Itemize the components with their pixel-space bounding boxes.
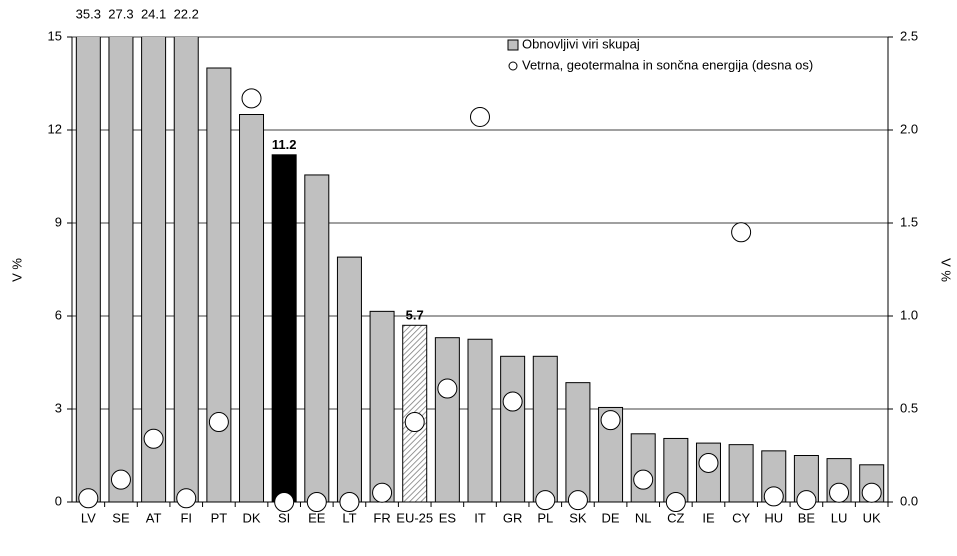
x-tick-label: IE <box>702 510 715 525</box>
scatter-point <box>78 488 99 509</box>
x-tick-label: SK <box>569 510 587 525</box>
scatter-point <box>731 222 752 243</box>
scatter-point <box>796 490 817 511</box>
scatter-point <box>535 490 556 511</box>
scatter-point <box>306 492 327 512</box>
bar <box>336 256 362 503</box>
x-tick-label: LT <box>342 510 356 525</box>
bar <box>141 37 167 503</box>
y-tick-label: 12 <box>48 121 62 136</box>
scatter-point <box>274 492 295 512</box>
bar <box>108 37 134 503</box>
scatter-point <box>861 482 882 503</box>
scatter-point <box>372 482 393 503</box>
scatter-point <box>208 412 229 433</box>
legend-label: Vetrna, geotermalna in sončna energija (… <box>522 57 813 72</box>
y2-axis-label: V % <box>939 258 954 282</box>
x-tick-label: DK <box>242 510 260 525</box>
x-tick-label: PT <box>211 510 228 525</box>
bar <box>467 338 493 503</box>
scatter-point <box>665 492 686 512</box>
scatter-point <box>470 106 490 127</box>
x-tick-label: EU-25 <box>396 510 433 525</box>
y2-tick-label: 2.0 <box>900 121 918 136</box>
value-label: 11.2 <box>272 137 297 152</box>
value-label: 22.2 <box>174 6 199 21</box>
x-tick-label: GR <box>503 510 523 525</box>
x-tick-label: LU <box>831 510 848 525</box>
scatter-point <box>404 412 425 433</box>
y2-tick-label: 1.0 <box>900 307 918 322</box>
bar <box>75 37 101 503</box>
plot-area <box>75 37 885 503</box>
scatter-point <box>143 428 164 449</box>
bar <box>173 37 199 503</box>
x-tick-label: CZ <box>667 510 684 525</box>
y-tick-label: 0 <box>55 493 62 508</box>
bar <box>663 437 689 503</box>
x-tick-label: FR <box>373 510 390 525</box>
x-tick-label: NL <box>635 510 652 525</box>
bar <box>532 355 558 503</box>
x-tick-label: IT <box>474 510 486 525</box>
scatter-point <box>437 378 458 399</box>
scatter-point <box>241 88 262 109</box>
x-tick-label: SE <box>112 510 130 525</box>
bar <box>369 310 395 503</box>
scatter-point <box>110 469 131 490</box>
scatter-point <box>633 469 654 490</box>
x-tick-label: AT <box>146 510 162 525</box>
scatter-point <box>502 391 523 412</box>
y-tick-label: 3 <box>55 400 62 415</box>
x-tick-label: HU <box>764 510 783 525</box>
scatter-point <box>829 482 850 503</box>
x-tick-label: UK <box>863 510 881 525</box>
x-tick-label: DE <box>602 510 620 525</box>
bar <box>630 433 656 503</box>
y2-tick-label: 1.5 <box>900 214 918 229</box>
bar <box>728 444 754 503</box>
x-tick-label: CY <box>732 510 750 525</box>
value-label: 27.3 <box>108 6 133 21</box>
value-label: 35.3 <box>76 6 101 21</box>
bar <box>402 324 428 503</box>
x-tick-label: ES <box>439 510 457 525</box>
y2-tick-label: 0.5 <box>900 400 918 415</box>
bar <box>434 337 460 503</box>
legend-swatch <box>507 39 519 51</box>
legend-label: Obnovljivi viri skupaj <box>522 36 640 51</box>
bar <box>271 154 297 503</box>
scatter-point <box>176 488 197 509</box>
scatter-point <box>567 490 588 511</box>
scatter-point <box>339 492 360 512</box>
bar <box>304 174 330 503</box>
y-axis-label: V % <box>9 258 24 282</box>
y-tick-label: 6 <box>55 307 62 322</box>
y2-tick-label: 0.0 <box>900 493 918 508</box>
legend-swatch <box>508 61 518 71</box>
y2-tick-label: 2.5 <box>900 28 918 43</box>
y-tick-label: 9 <box>55 214 62 229</box>
x-tick-label: BE <box>798 510 816 525</box>
value-label: 5.7 <box>406 308 424 323</box>
bar <box>206 67 232 503</box>
value-label: 24.1 <box>141 6 166 21</box>
bar <box>239 114 265 503</box>
x-tick-label: FI <box>180 510 192 525</box>
y-tick-label: 15 <box>48 28 62 43</box>
bar <box>565 382 591 503</box>
scatter-point <box>698 452 719 473</box>
x-tick-label: EE <box>308 510 326 525</box>
bar <box>500 355 526 503</box>
scatter-point <box>763 486 784 507</box>
x-tick-label: SI <box>278 510 290 525</box>
x-tick-label: LV <box>81 510 96 525</box>
scatter-point <box>600 410 621 431</box>
x-tick-label: PL <box>537 510 553 525</box>
